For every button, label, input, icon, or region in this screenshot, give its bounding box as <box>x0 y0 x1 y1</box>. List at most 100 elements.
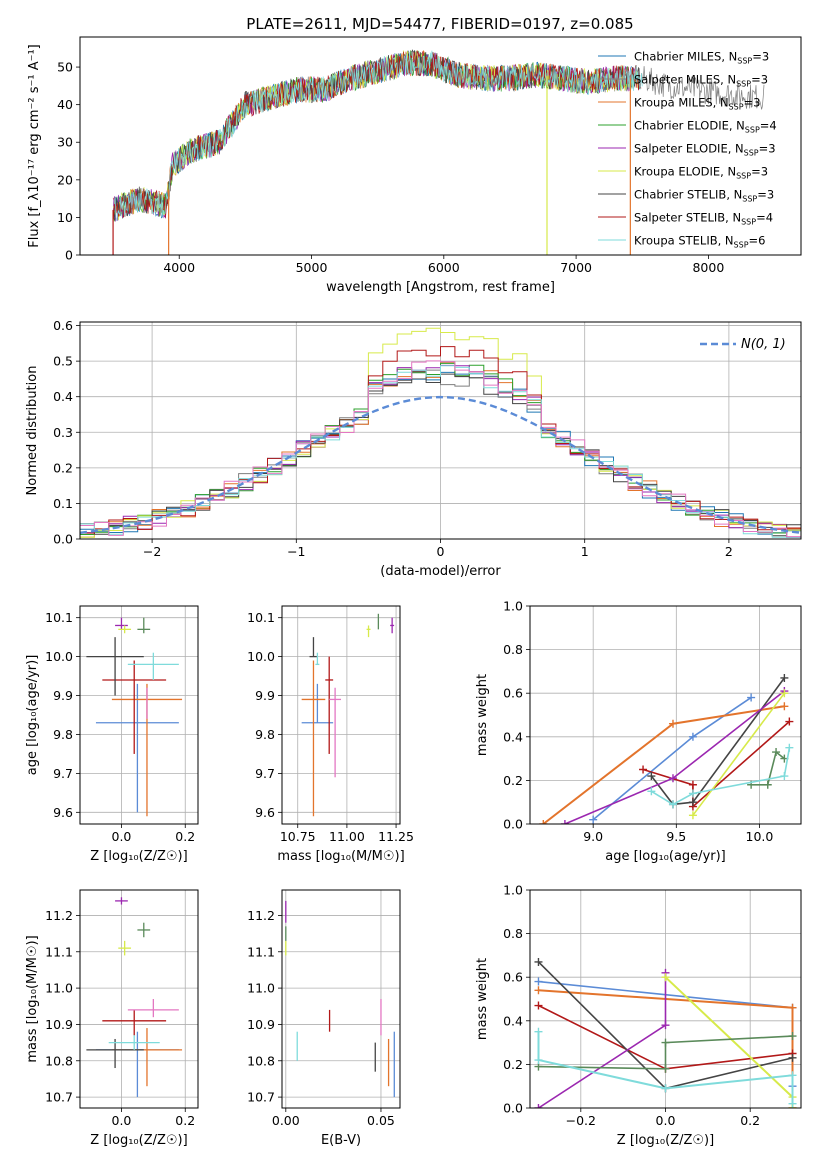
x-tick-label: 4000 <box>163 260 195 275</box>
y-tick-label: 40 <box>57 97 73 112</box>
weight-marker <box>780 702 789 711</box>
y-tick-label: 9.6 <box>255 805 275 820</box>
x-axis-label: mass [log₁₀(M/M☉)] <box>277 849 404 864</box>
data-point-5 <box>329 687 341 778</box>
weight-marker <box>661 1038 670 1047</box>
y-tick-label: 0.0 <box>503 1101 523 1116</box>
data-point-0 <box>301 683 334 724</box>
weight-marker <box>668 800 677 809</box>
weight-marker <box>534 1056 543 1065</box>
data-point-2 <box>325 656 334 754</box>
y-tick-label: 10.1 <box>247 610 275 625</box>
data-point-4 <box>315 652 320 666</box>
y-tick-label: 0.2 <box>503 1057 523 1072</box>
data-point-8 <box>137 922 151 938</box>
x-tick-label: 10.0 <box>746 829 774 844</box>
x-tick-label: 0.2 <box>175 1113 195 1128</box>
weight-vs-age-frame <box>529 605 802 825</box>
mass-vs-ebv-axes: 0.00 0.05 10.7 10.8 10.9 11.0 11.1 11.2 E(B-V) <box>247 890 400 1148</box>
weight-marker <box>780 689 789 698</box>
x-tick-label: −1 <box>287 544 305 559</box>
age-vs-z-plot-area <box>86 617 183 817</box>
weight-marker <box>661 1084 670 1093</box>
y-tick-label: 9.9 <box>53 688 73 703</box>
weight-marker <box>534 986 543 995</box>
data-point-7 <box>118 940 132 956</box>
weight-vs-z-frame <box>529 889 802 1109</box>
spectrum-plot-area <box>112 49 765 255</box>
legend-entry: Chabrier MILES, NSSP=3 <box>634 50 769 66</box>
y-tick-label: 0.3 <box>53 425 73 440</box>
mass-vs-z-plot-area <box>86 897 183 1098</box>
y-tick-label: 10.9 <box>247 1017 275 1032</box>
weight-series-6 <box>751 750 785 786</box>
weight-marker <box>560 820 569 824</box>
data-point-1 <box>301 660 326 817</box>
weight-marker <box>661 1064 670 1073</box>
legend-entry: Salpeter STELIB, NSSP=4 <box>634 211 773 227</box>
x-tick-label: 10.75 <box>280 829 316 844</box>
weight-marker <box>668 774 677 783</box>
weight-marker <box>688 732 697 741</box>
x-axis-label: wavelength [Angstrom, rest frame] <box>326 280 555 295</box>
weight-marker <box>688 798 697 807</box>
legend-entry: Kroupa ELODIE, NSSP=3 <box>634 165 768 181</box>
x-tick-label: 8000 <box>692 260 724 275</box>
y-tick-label: 0.0 <box>53 532 73 547</box>
data-point-7 <box>366 625 371 638</box>
y-tick-label: 10.8 <box>45 1053 73 1068</box>
data-point-3 <box>86 1038 144 1069</box>
histogram-9 <box>80 360 801 538</box>
x-tick-label: 7000 <box>560 260 592 275</box>
x-tick-label: 0 <box>437 544 445 559</box>
x-tick-label: 9.0 <box>583 829 603 844</box>
y-tick-label: 9.7 <box>255 766 275 781</box>
panels: 4000 5000 6000 7000 800001020304050wavelengt… <box>25 36 802 1148</box>
y-tick-label: 0.5 <box>53 354 73 369</box>
y-tick-label: 0.1 <box>53 496 73 511</box>
weight-marker <box>747 693 756 702</box>
data-point-5 <box>127 999 179 1018</box>
y-tick-label: 0.6 <box>503 686 523 701</box>
y-tick-label: 11.0 <box>247 981 275 996</box>
y-tick-label: 10.7 <box>45 1090 73 1105</box>
y-axis-label: Normed distribution <box>25 366 40 496</box>
x-axis-label: Z [log₁₀(Z/Z☉)] <box>90 1133 187 1148</box>
x-tick-label: 9.5 <box>666 829 686 844</box>
weight-vs-age-axes: 9.0 9.5 10.0 0.0 0.2 0.4 0.6 0.8 1.0 age [log₁₀(a… <box>475 599 801 864</box>
x-tick-label: 0.00 <box>272 1113 300 1128</box>
y-axis-label: age [log₁₀(age/yr)] <box>25 655 40 776</box>
spectrum-frame <box>79 36 802 256</box>
weight-marker <box>788 1003 797 1012</box>
weight-marker <box>647 772 656 781</box>
y-axis-label: mass [log₁₀(M/M☉)] <box>25 935 40 1062</box>
y-tick-label: 11.2 <box>247 908 275 923</box>
data-point-6 <box>390 617 395 634</box>
y-tick-label: 0.4 <box>503 1013 523 1028</box>
spectrum-line-8 <box>114 50 643 222</box>
weight-series-5 <box>692 692 786 816</box>
legend-entry: Salpeter MILES, NSSP=3 <box>634 73 768 89</box>
residuals-frame <box>79 321 802 540</box>
data-point-4 <box>127 652 179 680</box>
y-axis-label: Flux [f_λ10⁻¹⁷ erg cm⁻² s⁻¹ A⁻¹] <box>27 44 42 248</box>
spectrum-line-7 <box>112 50 642 224</box>
weight-vs-age-plot-area <box>539 673 794 824</box>
y-tick-label: 0.6 <box>503 970 523 985</box>
weight-marker <box>534 1001 543 1010</box>
y-tick-label: 20 <box>57 172 73 187</box>
y-tick-label: 10.0 <box>45 649 73 664</box>
weight-marker <box>788 1032 797 1041</box>
age-vs-mass-plot-area <box>301 613 395 817</box>
data-point-3 <box>309 637 318 658</box>
y-tick-label: 10.8 <box>247 1053 275 1068</box>
y-tick-label: 0.2 <box>53 460 73 475</box>
weight-marker <box>785 717 794 726</box>
y-tick-label: 9.6 <box>53 805 73 820</box>
mass-vs-ebv-plot-area <box>285 900 395 1098</box>
y-tick-label: 0.2 <box>503 773 523 788</box>
x-axis-label: Z [log₁₀(Z/Z☉)] <box>90 849 187 864</box>
weight-marker <box>661 973 670 982</box>
weight-marker <box>780 772 789 781</box>
weight-marker <box>661 1021 670 1030</box>
